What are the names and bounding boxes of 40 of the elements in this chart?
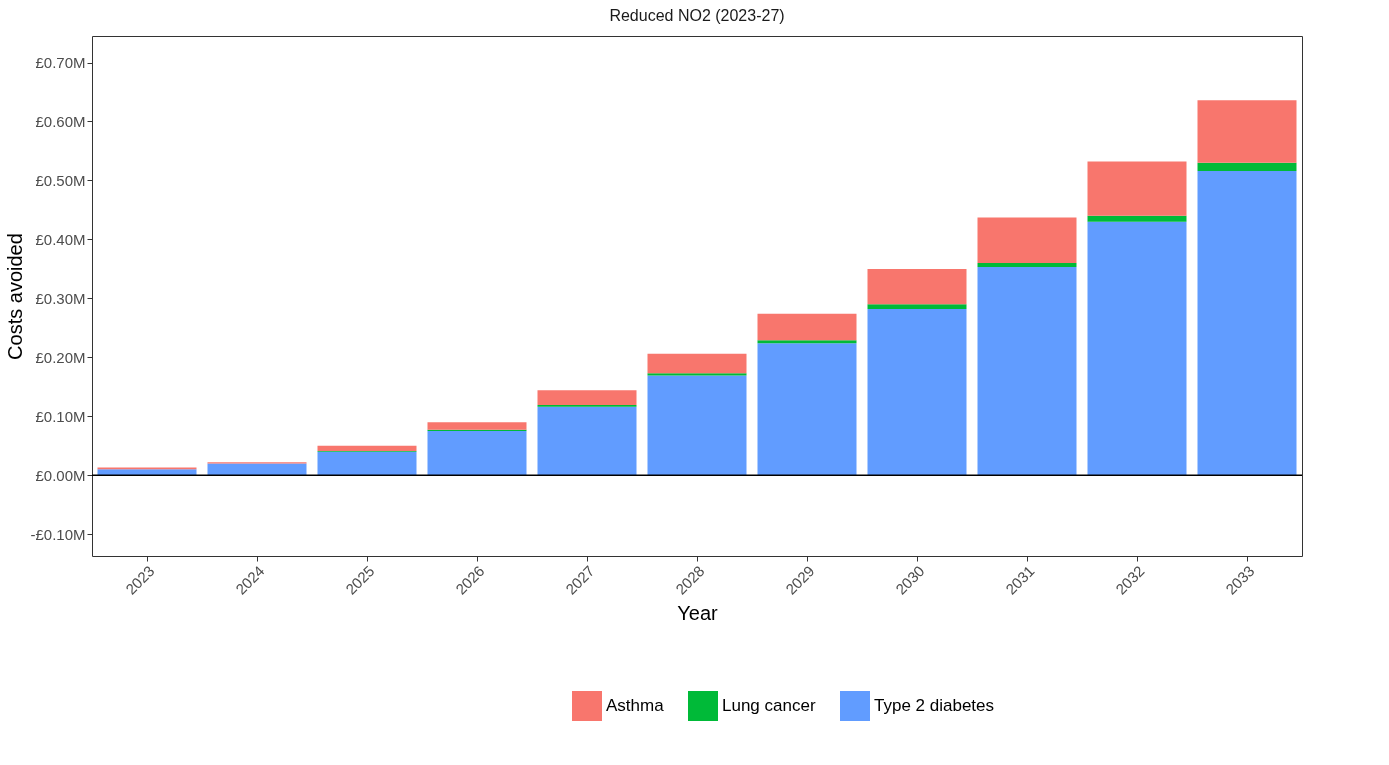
bar <box>317 445 417 452</box>
y-tick-label: £0.00M <box>35 466 86 484</box>
bar <box>867 304 967 309</box>
y-tick-label: £0.50M <box>35 171 86 189</box>
bar <box>1087 215 1187 222</box>
y-tick-label: £0.70M <box>35 54 86 72</box>
y-tick-label: -£0.10M <box>30 525 86 543</box>
bar <box>427 422 527 430</box>
bar <box>647 353 747 374</box>
bar <box>757 343 857 476</box>
bar <box>977 262 1077 268</box>
bar <box>977 267 1077 476</box>
x-axis-title: Year <box>677 601 719 624</box>
bar <box>537 390 637 406</box>
bar <box>537 406 637 476</box>
bar <box>867 268 967 305</box>
bar <box>1197 171 1297 476</box>
legend-label: Lung cancer <box>722 696 816 715</box>
bar <box>427 431 527 476</box>
bar <box>1087 161 1187 216</box>
legend-label: Asthma <box>606 696 665 715</box>
bar <box>757 340 857 344</box>
y-tick-label: £0.10M <box>35 407 86 425</box>
bar <box>647 375 747 476</box>
bar <box>977 217 1077 263</box>
bar <box>1197 100 1297 163</box>
bar <box>1087 221 1187 476</box>
y-tick-label: £0.60M <box>35 112 86 130</box>
y-tick-label: £0.40M <box>35 230 86 248</box>
y-tick-label: £0.20M <box>35 348 86 366</box>
bar <box>317 451 417 476</box>
legend-label: Type 2 diabetes <box>874 696 995 715</box>
y-axis-title: Costs avoided <box>4 233 27 360</box>
chart-title: Reduced NO2 (2023-27) <box>609 7 785 24</box>
bar <box>1197 162 1297 172</box>
bar <box>207 463 307 476</box>
bar <box>647 373 747 376</box>
bar <box>757 313 857 341</box>
y-tick-label: £0.30M <box>35 289 86 307</box>
bar <box>867 308 967 476</box>
